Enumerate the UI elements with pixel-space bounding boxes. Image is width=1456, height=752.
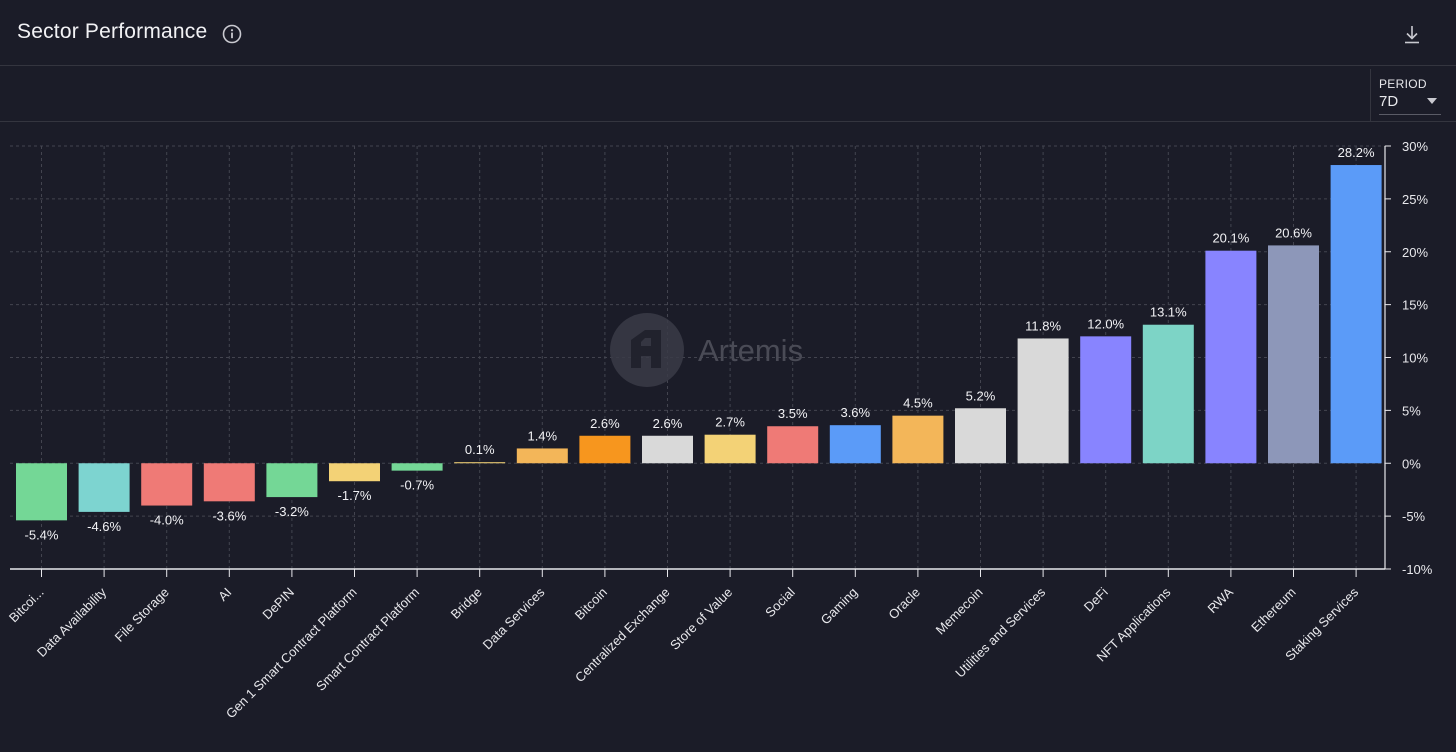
data-label: 0.1% [465,442,495,457]
chevron-down-icon [1427,98,1437,104]
data-label: -5.4% [25,527,59,542]
x-tick-label: Bitcoi... [6,585,47,626]
y-tick-label: 25% [1402,192,1428,207]
data-label: 20.1% [1212,231,1249,246]
period-underline [1379,114,1441,115]
data-label: -4.6% [87,519,121,534]
bar[interactable] [955,408,1006,464]
watermark-text: Artemis [698,333,803,368]
bar[interactable] [391,463,443,471]
data-label: 5.2% [966,388,996,403]
sector-performance-chart: Artemis -5.4% -4.6% -4.0% -3.6% -3.2% -1.7% -0… [6,139,1433,722]
chart-header: Sector Performance [0,0,1456,66]
y-tick-label: 15% [1402,298,1428,313]
x-tick-label: Gen 1 Smart Contract Platform [223,585,360,722]
bar[interactable] [829,425,881,464]
x-tick-label: Social [762,584,798,620]
x-tick-label: Data Services [480,584,548,652]
y-tick-label: -10% [1402,562,1433,577]
bar[interactable] [78,463,130,512]
period-value: 7D [1379,93,1399,110]
period-label: PERIOD [1379,77,1427,91]
x-tick-label: Bitcoin [572,585,610,623]
period-select[interactable]: PERIOD 7D [1370,69,1446,121]
x-tick-label: RWA [1204,584,1236,616]
y-tick-label: -5% [1402,509,1426,524]
data-label: 3.6% [840,405,870,420]
data-label: 3.5% [778,406,808,421]
bar[interactable] [329,463,380,482]
y-tick-label: 5% [1402,403,1421,418]
data-label: 20.6% [1275,225,1312,240]
data-label: -3.2% [275,504,309,519]
bar[interactable] [266,463,318,498]
bar[interactable] [203,463,255,502]
x-tick-label: Store of Value [667,585,735,653]
data-label: 12.0% [1087,316,1124,331]
bar[interactable] [1330,165,1382,464]
data-label: 2.6% [653,416,683,431]
y-tick-label: 10% [1402,351,1428,366]
info-icon[interactable] [222,24,242,44]
data-label: 4.5% [903,396,933,411]
data-label: -3.6% [212,508,246,523]
x-tick-label: Ethereum [1248,585,1298,635]
x-tick-label: DePIN [259,585,297,623]
bar[interactable] [767,426,819,464]
page-title: Sector Performance [17,20,208,43]
data-label: 28.2% [1338,145,1375,160]
data-label: -0.7% [400,478,434,493]
bar[interactable] [454,462,506,464]
x-tick-label: Oracle [885,585,923,623]
download-icon[interactable] [1402,24,1422,46]
data-label: -1.7% [338,488,372,503]
bar[interactable] [1268,245,1319,464]
y-tick-label: 0% [1402,456,1421,471]
data-label: -4.0% [150,513,184,528]
data-label: 1.4% [527,428,557,443]
data-label: 2.7% [715,415,745,430]
x-tick-label: Bridge [448,585,485,622]
x-tick-label: AI [215,585,234,604]
y-tick-label: 30% [1402,139,1428,154]
watermark: Artemis [610,313,803,387]
x-tick-label: Memecoin [933,585,986,638]
bar[interactable] [892,415,944,464]
bars: -5.4% -4.6% -4.0% -3.6% -3.2% -1.7% -0.7% 0.1% 1… [16,145,1382,542]
bar[interactable] [704,434,756,464]
bar[interactable] [141,463,193,506]
artemis-logo-icon [610,313,684,387]
bar[interactable] [1205,250,1257,464]
bar[interactable] [1142,324,1194,464]
x-tick-label: File Storage [112,585,172,645]
data-label: 11.8% [1025,318,1061,333]
data-label: 2.6% [590,416,620,431]
y-tick-label: 20% [1402,245,1428,260]
bar[interactable] [16,463,67,521]
x-tick-label: Gaming [818,585,861,628]
bar[interactable] [579,435,631,464]
bar[interactable] [516,448,568,464]
x-tick-label: Smart Contract Platform [313,585,422,694]
chart-toolbar [0,66,1456,122]
bar[interactable] [1017,338,1069,464]
data-label: 13.1% [1150,305,1187,320]
bar[interactable] [642,435,693,464]
bar[interactable] [1080,336,1132,464]
x-tick-label: DeFi [1081,584,1111,614]
